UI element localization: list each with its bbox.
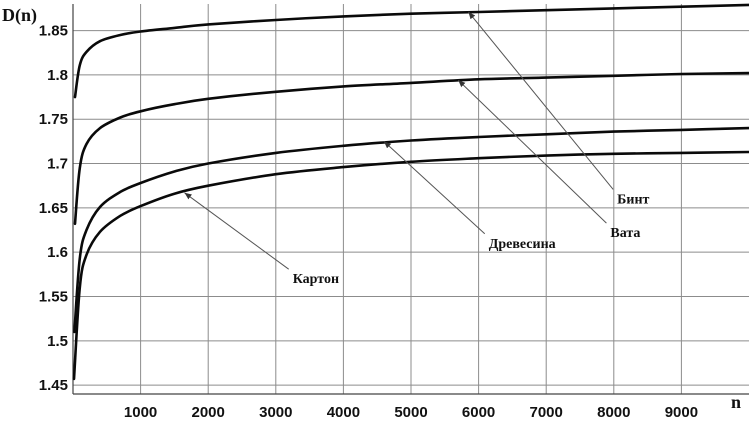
y-tick-label: 1.6 xyxy=(47,244,68,261)
x-axis-label: n xyxy=(731,392,741,412)
y-tick-label: 1.7 xyxy=(47,156,68,173)
x-tick-label: 3000 xyxy=(259,404,292,421)
x-tick-label: 4000 xyxy=(327,404,360,421)
annotation-arrow xyxy=(383,141,486,235)
annotation-label: Бинт xyxy=(617,192,649,207)
annotation-arrow xyxy=(457,79,607,224)
tick-labels: 1000 2000 3000 4000 5000 6000 7000 8000 9000 1.45… xyxy=(39,23,698,421)
x-tick-label: 8000 xyxy=(597,404,630,421)
plot-frame xyxy=(72,4,749,395)
y-tick-label: 1.65 xyxy=(39,200,68,217)
series-line-1 xyxy=(73,3,749,99)
series-group xyxy=(72,3,749,381)
y-tick-label: 1.85 xyxy=(39,23,68,40)
x-tick-label: 6000 xyxy=(462,404,495,421)
y-tick-label: 1.75 xyxy=(39,111,68,128)
x-tick-label: 7000 xyxy=(530,404,563,421)
annotation-label: Вата xyxy=(610,226,640,241)
y-tick-label: 1.55 xyxy=(39,289,68,306)
x-tick-label: 1000 xyxy=(124,404,157,421)
annotation-arrow xyxy=(184,192,289,270)
grid xyxy=(73,4,749,394)
x-tick-label: 5000 xyxy=(394,404,427,421)
y-tick-label: 1.5 xyxy=(47,333,68,350)
y-tick-label: 1.8 xyxy=(47,67,68,84)
annotation-label: Древесина xyxy=(489,237,556,252)
annotation-arrow xyxy=(468,11,614,190)
annotations: Бинт Вата Древесина Картон xyxy=(184,11,650,287)
series-line-4 xyxy=(72,150,749,381)
annotation-label: Картон xyxy=(293,272,339,287)
series-line-3 xyxy=(73,126,749,334)
x-tick-label: 2000 xyxy=(192,404,225,421)
series-line-2 xyxy=(73,71,749,226)
y-tick-label: 1.45 xyxy=(39,377,68,394)
y-axis-label: D(n) xyxy=(2,5,37,26)
x-tick-label: 9000 xyxy=(665,404,698,421)
